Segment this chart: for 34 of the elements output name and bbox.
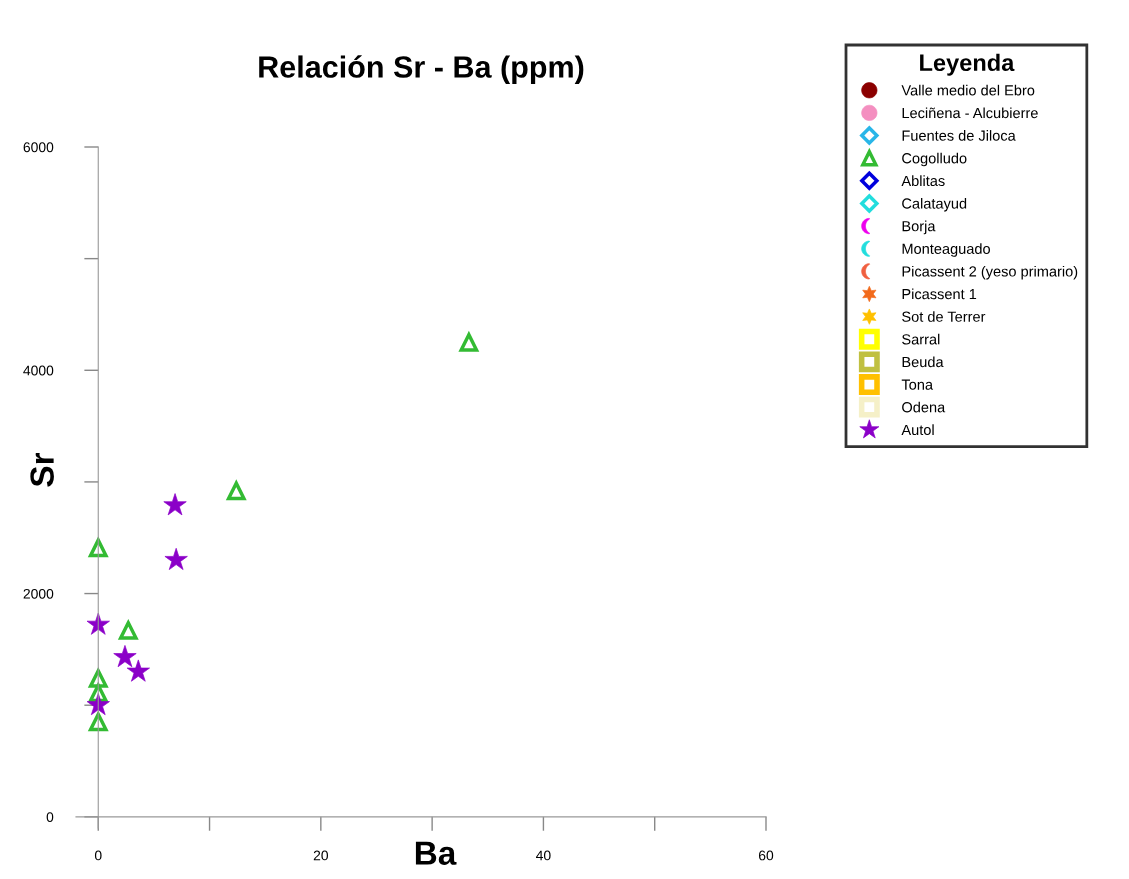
x-axis-title: Ba xyxy=(415,841,457,865)
y-tick-label: 0 xyxy=(46,812,54,823)
legend-label: Autol xyxy=(901,424,934,436)
chart-title: Relación Sr - Ba (ppm) xyxy=(259,55,584,84)
y-axis-title: Sr xyxy=(30,452,54,487)
legend-label: Leciñena - Alcubierre xyxy=(902,107,1038,119)
point xyxy=(88,538,108,558)
legend-label: Calatayud xyxy=(902,197,967,212)
legend-label: Valle medio del Ebro xyxy=(901,84,1035,96)
legend-label: Sot de Terrer xyxy=(902,311,986,322)
legend-label: Sarral xyxy=(902,333,940,345)
x-tick-label: 20 xyxy=(313,850,329,861)
legend-label: Fuentes de Jiloca xyxy=(902,130,1016,141)
point xyxy=(226,481,246,501)
legend-label: Picassent 2 (yeso primario) xyxy=(902,265,1078,280)
legend-label: Borja xyxy=(902,220,936,235)
x-tick-label: 40 xyxy=(536,850,551,861)
legend-label: Monteaguado xyxy=(902,243,990,257)
point xyxy=(88,712,108,732)
legend-label: Odena xyxy=(902,401,946,413)
legend-label: Picassent 1 xyxy=(902,288,977,300)
legend-label: Cogolludo xyxy=(902,152,967,167)
y-tick-label: 4000 xyxy=(23,365,54,376)
x-tick-label: 60 xyxy=(758,850,774,861)
point xyxy=(88,669,108,688)
legend-label: Tona xyxy=(901,379,934,390)
y-tick-label: 2000 xyxy=(23,588,54,599)
legend-title: Leyenda xyxy=(920,53,1015,76)
y-tick-label: 6000 xyxy=(23,142,54,153)
legend-label: Beuda xyxy=(902,356,944,368)
legend-label: Ablitas xyxy=(901,175,945,187)
point xyxy=(118,621,138,640)
point xyxy=(458,330,480,352)
x-tick-label: 0 xyxy=(94,850,102,861)
